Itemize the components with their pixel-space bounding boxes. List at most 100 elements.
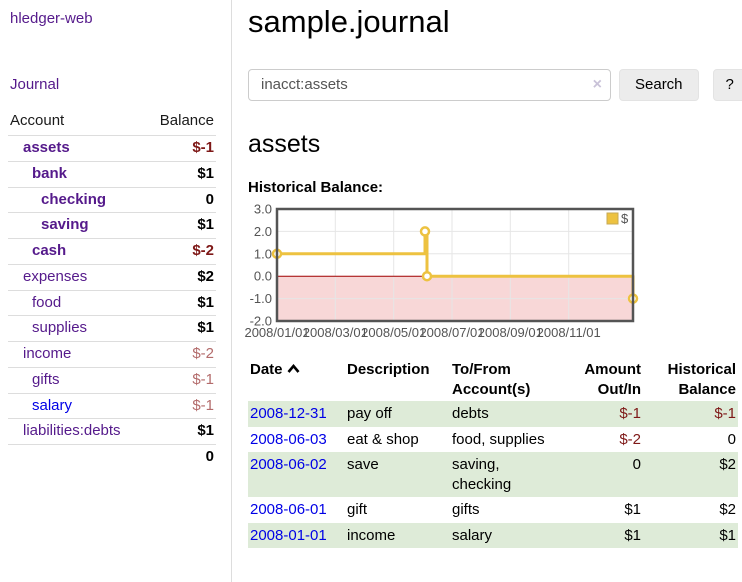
account-link-assets[interactable]: assets bbox=[23, 139, 70, 156]
accounts-total-value: 0 bbox=[205, 448, 214, 465]
account-link-cash[interactable]: cash bbox=[32, 242, 67, 259]
x-tick-label: 2008/03/01 bbox=[303, 325, 368, 340]
transaction-amount: $1 bbox=[624, 501, 641, 519]
accounts-total-row: 0 bbox=[8, 444, 216, 470]
register-heading: assets bbox=[248, 129, 321, 158]
transaction-balance: $2 bbox=[719, 456, 736, 474]
register-column-header-amount: Amount Out/In bbox=[584, 361, 641, 398]
account-balance: $-1 bbox=[192, 139, 214, 156]
accounts-column-header-balance: Balance bbox=[159, 112, 214, 129]
register-row: 2008-12-31 pay off debts $-1 $-1 bbox=[248, 401, 738, 427]
chart-title: Historical Balance: bbox=[248, 179, 384, 197]
account-link-gifts[interactable]: gifts bbox=[32, 370, 60, 388]
y-tick-label: 1.0 bbox=[254, 247, 272, 262]
x-tick-label: 2008/11/01 bbox=[537, 325, 601, 340]
data-point-marker bbox=[421, 271, 433, 282]
account-row-saving: saving $1 bbox=[8, 212, 216, 239]
account-link-liabilities-debts[interactable]: liabilities:debts bbox=[23, 422, 121, 440]
transaction-balance: 0 bbox=[727, 430, 736, 448]
accounts-column-header-account: Account bbox=[10, 112, 65, 129]
transaction-balance: $-1 bbox=[714, 405, 736, 423]
transaction-accounts: salary bbox=[452, 526, 493, 544]
transaction-amount: $-2 bbox=[619, 430, 641, 448]
y-tick-label: 0.0 bbox=[254, 269, 272, 284]
account-link-salary[interactable]: salary bbox=[32, 396, 73, 414]
account-balance: $2 bbox=[197, 267, 214, 285]
transaction-accounts: gifts bbox=[452, 501, 480, 519]
register-column-header-description: Description bbox=[347, 361, 430, 379]
account-balance: $1 bbox=[197, 293, 214, 311]
account-link-checking[interactable]: checking bbox=[41, 190, 107, 208]
register-row: 2008-01-01 income salary $1 $1 bbox=[248, 522, 738, 549]
account-row-income: income $-2 bbox=[8, 341, 216, 368]
x-tick-label: 2008/05/01 bbox=[361, 325, 426, 340]
transaction-amount: 0 bbox=[632, 456, 641, 474]
nav-journal-link[interactable]: Journal bbox=[10, 76, 60, 93]
transaction-amount: $1 bbox=[624, 526, 641, 544]
account-row-supplies: supplies $1 bbox=[8, 315, 216, 342]
search-input[interactable] bbox=[248, 68, 611, 101]
account-row-cash: cash $-2 bbox=[8, 238, 216, 265]
y-tick-label: 2.0 bbox=[254, 224, 272, 239]
transaction-date-link[interactable]: 2008-06-03 bbox=[250, 430, 327, 448]
account-link-expenses[interactable]: expenses bbox=[23, 267, 88, 285]
legend-swatch-icon bbox=[606, 212, 619, 225]
transaction-date-link[interactable]: 2008-06-02 bbox=[250, 456, 327, 474]
transaction-accounts: debts bbox=[452, 405, 489, 423]
account-link-saving[interactable]: saving bbox=[41, 216, 89, 234]
account-balance: 0 bbox=[205, 190, 214, 208]
register-row: 2008-06-02 save saving, checking 0 $2 bbox=[248, 452, 738, 498]
account-row-food: food $1 bbox=[8, 290, 216, 316]
transaction-description: eat & shop bbox=[347, 430, 419, 448]
y-tick-label: -2.0 bbox=[250, 314, 272, 329]
transaction-date-link[interactable]: 2008-01-01 bbox=[250, 526, 327, 544]
account-row-liabilities-debts: liabilities:debts $1 bbox=[8, 418, 216, 445]
page-title: sample.journal bbox=[248, 4, 450, 39]
register-row: 2008-06-01 gift gifts $1 $2 bbox=[248, 497, 738, 523]
account-balance: $1 bbox=[197, 319, 214, 337]
historical-balance-chart: $ 3.0 2.0 1.0 0.0 -1.0 -2.0 2008/01/01 2… bbox=[244, 202, 639, 340]
x-tick-label: 2008/09/01 bbox=[478, 325, 543, 340]
help-button[interactable]: ? bbox=[712, 68, 742, 101]
transaction-balance: $2 bbox=[719, 501, 736, 519]
main-content: sample.journal × Search ? assets Histori… bbox=[232, 0, 742, 582]
account-link-income[interactable]: income bbox=[23, 345, 72, 362]
account-balance: $-2 bbox=[192, 242, 214, 259]
date-header-label: Date bbox=[250, 361, 283, 379]
sort-ascending-icon bbox=[287, 361, 300, 378]
transaction-amount: $-1 bbox=[619, 405, 641, 423]
chart-border bbox=[275, 208, 635, 323]
account-balance: $-1 bbox=[192, 396, 214, 414]
x-tick-label: 2008/01/01 bbox=[244, 325, 309, 340]
register-table: Date Description To/From Account(s) Amou… bbox=[248, 358, 738, 549]
search-button[interactable]: Search bbox=[619, 68, 699, 101]
y-tick-label: 3.0 bbox=[254, 202, 272, 217]
transaction-description: gift bbox=[347, 501, 368, 519]
clear-search-icon[interactable]: × bbox=[592, 75, 602, 93]
account-balance: $1 bbox=[197, 216, 214, 234]
app-title-link[interactable]: hledger-web bbox=[10, 10, 93, 27]
data-point-marker bbox=[419, 226, 431, 238]
legend-label: $ bbox=[621, 211, 629, 226]
account-balance: $-1 bbox=[192, 370, 214, 388]
register-column-header-date[interactable]: Date bbox=[248, 358, 345, 401]
x-tick-label: 2008/07/01 bbox=[419, 325, 484, 340]
search-form: × Search ? bbox=[248, 68, 742, 101]
account-link-bank[interactable]: bank bbox=[32, 164, 68, 182]
account-row-gifts: gifts $-1 bbox=[8, 367, 216, 393]
transaction-description: income bbox=[347, 526, 396, 544]
account-link-food[interactable]: food bbox=[32, 293, 62, 311]
account-row-expenses: expenses $2 bbox=[8, 264, 216, 290]
accounts-table: Account Balance assets $-1 bank $1 check… bbox=[8, 109, 216, 470]
transaction-balance: $1 bbox=[719, 526, 736, 544]
register-column-header-balance: Historical Balance bbox=[667, 361, 736, 398]
account-row-assets: assets $-1 bbox=[8, 135, 216, 162]
transaction-description: save bbox=[347, 456, 379, 474]
account-link-supplies[interactable]: supplies bbox=[32, 319, 88, 337]
account-row-checking: checking 0 bbox=[8, 187, 216, 213]
transaction-date-link[interactable]: 2008-12-31 bbox=[250, 405, 327, 423]
transaction-date-link[interactable]: 2008-06-01 bbox=[250, 501, 327, 519]
account-row-salary: salary $-1 bbox=[8, 393, 216, 419]
register-column-header-accounts: To/From Account(s) bbox=[452, 361, 531, 398]
